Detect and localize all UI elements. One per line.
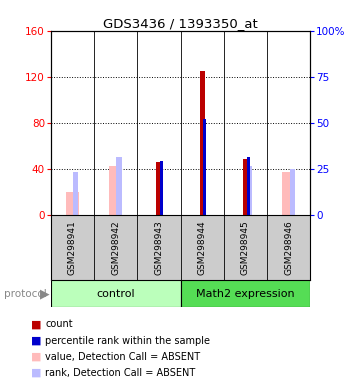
Bar xyxy=(156,162,161,215)
Bar xyxy=(73,172,78,215)
Bar xyxy=(247,157,249,215)
Text: Math2 expression: Math2 expression xyxy=(196,289,295,299)
Text: protocol: protocol xyxy=(4,289,46,299)
Text: count: count xyxy=(45,319,73,329)
Text: GSM298945: GSM298945 xyxy=(241,220,250,275)
Text: percentile rank within the sample: percentile rank within the sample xyxy=(45,336,210,346)
Text: value, Detection Call = ABSENT: value, Detection Call = ABSENT xyxy=(45,352,200,362)
Text: ■: ■ xyxy=(31,336,41,346)
Text: GSM298946: GSM298946 xyxy=(284,220,293,275)
Text: control: control xyxy=(96,289,135,299)
Bar xyxy=(290,169,295,215)
Text: ▶: ▶ xyxy=(40,287,50,300)
Bar xyxy=(109,166,122,215)
Text: GSM298942: GSM298942 xyxy=(111,220,120,275)
Bar xyxy=(243,159,248,215)
Title: GDS3436 / 1393350_at: GDS3436 / 1393350_at xyxy=(103,17,258,30)
Text: ■: ■ xyxy=(31,319,41,329)
Bar xyxy=(282,172,295,215)
Bar xyxy=(116,157,122,215)
Bar xyxy=(246,166,252,215)
Text: rank, Detection Call = ABSENT: rank, Detection Call = ABSENT xyxy=(45,368,195,378)
Text: ■: ■ xyxy=(31,352,41,362)
Text: ■: ■ xyxy=(31,368,41,378)
Bar xyxy=(203,119,206,215)
Bar xyxy=(180,280,310,307)
Bar xyxy=(160,161,163,215)
Text: GSM298943: GSM298943 xyxy=(155,220,163,275)
Text: GSM298944: GSM298944 xyxy=(198,220,206,275)
Bar xyxy=(200,71,205,215)
Bar xyxy=(66,192,79,215)
Text: GSM298941: GSM298941 xyxy=(68,220,77,275)
Bar xyxy=(51,280,180,307)
